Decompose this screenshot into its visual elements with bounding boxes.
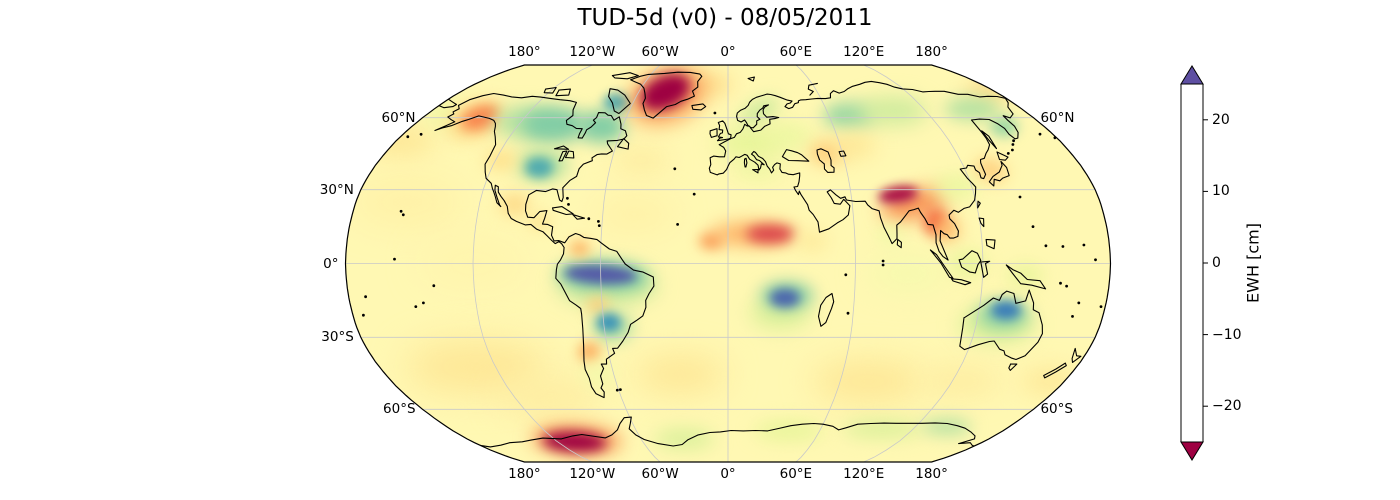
region-china-green — [933, 175, 978, 200]
lon-tick-bottom-0: 180° — [508, 466, 541, 482]
region-east-europe-green — [762, 124, 813, 149]
lon-tick-top-3: 0° — [720, 44, 736, 60]
region-south-atlantic-band — [635, 356, 726, 393]
region-colombia-orange — [569, 240, 590, 257]
region-zambezi-core — [769, 289, 800, 307]
region-mexico-orange — [500, 194, 529, 215]
lon-tick-top-6: 180° — [915, 44, 948, 60]
lon-tick-top-1: 120°W — [569, 44, 616, 60]
region-central-siberia-green — [857, 97, 928, 125]
map-boundary — [344, 64, 1112, 463]
region-central-atlantic — [594, 199, 675, 230]
colorbar-tick-2: 0 — [1212, 255, 1221, 271]
lat-tick-right-1: 60°S — [1040, 401, 1073, 418]
colorbar — [1180, 65, 1208, 461]
figure-title: TUD-5d (v0) - 08/05/2011 — [577, 5, 873, 31]
region-kamchatka-teal — [990, 116, 1019, 137]
region-north-australia-core — [991, 301, 1021, 320]
lon-tick-bottom-3: 0° — [720, 466, 736, 482]
colorbar-tick-1: 10 — [1212, 183, 1230, 200]
region-greenland-core — [640, 73, 691, 111]
region-southeast-pacific — [500, 379, 601, 416]
region-himalaya-core — [878, 186, 919, 203]
lon-tick-bottom-4: 60°E — [779, 466, 813, 482]
lon-tick-top-5: 120°E — [843, 44, 885, 60]
region-bering-sea — [364, 126, 435, 155]
colorbar-tick-3: −10 — [1212, 326, 1242, 343]
region-northwest-atlantic — [612, 148, 669, 173]
region-northwest-us-orange — [485, 150, 518, 171]
lat-tick-right-0: 60°N — [1040, 109, 1075, 126]
colorbar-tick-4: −20 — [1212, 398, 1242, 415]
region-west-antarctica-core — [542, 431, 607, 452]
region-east-antarctica-teal — [921, 418, 972, 435]
colorbar-extend-min-arrow — [1180, 441, 1204, 461]
lon-tick-top-0: 180° — [508, 44, 541, 60]
region-korea-japan-orange — [975, 159, 1007, 181]
region-weddell-green — [654, 428, 715, 449]
region-south-indian-band — [813, 361, 924, 402]
region-south-of-australia — [921, 366, 1002, 397]
lon-tick-bottom-6: 180° — [915, 466, 948, 482]
region-bolivia-orange — [587, 297, 609, 314]
lon-tick-bottom-1: 120°W — [569, 466, 616, 482]
region-patagonia-green — [584, 362, 613, 387]
lat-tick-left-0: 60°N — [381, 109, 416, 126]
region-north-pacific — [352, 182, 463, 222]
lat-tick-left-1: 30°N — [319, 181, 354, 198]
region-parana-core — [596, 313, 621, 332]
colorbar-tick-0: 20 — [1212, 111, 1230, 128]
colorbar-outline — [1180, 83, 1204, 443]
region-east-antarctica-green-2 — [842, 419, 923, 438]
region-east-antarctica-green-1 — [754, 421, 825, 440]
lon-tick-top-4: 60°E — [779, 44, 813, 60]
lat-tick-left-2: 0° — [323, 255, 339, 272]
region-sahel-core — [746, 225, 795, 243]
coastlines — [362, 71, 1103, 448]
region-east-siberia-teal — [944, 96, 1001, 121]
colorbar-extend-max-arrow — [1180, 65, 1204, 85]
region-great-plains-core — [525, 157, 554, 178]
graticule — [345, 65, 1111, 462]
region-south-pacific-band — [406, 341, 547, 392]
region-central-chile-orange — [578, 342, 601, 363]
region-baffin-blue — [603, 93, 632, 112]
region-ethiopia-orange — [798, 233, 827, 250]
lat-tick-left-4: 60°S — [383, 401, 416, 418]
lon-tick-bottom-5: 120°E — [843, 466, 885, 482]
lat-tick-left-3: 30°S — [321, 329, 354, 346]
region-central-canada-teal — [521, 106, 586, 143]
region-west-africa-orange — [699, 233, 724, 250]
lon-tick-bottom-2: 60°W — [641, 466, 679, 482]
region-indochina-orange — [935, 217, 959, 241]
region-yucatan-orange — [529, 214, 550, 229]
colorbar-axis-label: EWH [cm] — [1243, 223, 1263, 303]
lon-tick-top-2: 60°W — [641, 44, 679, 60]
region-indonesian-seas — [868, 259, 949, 288]
